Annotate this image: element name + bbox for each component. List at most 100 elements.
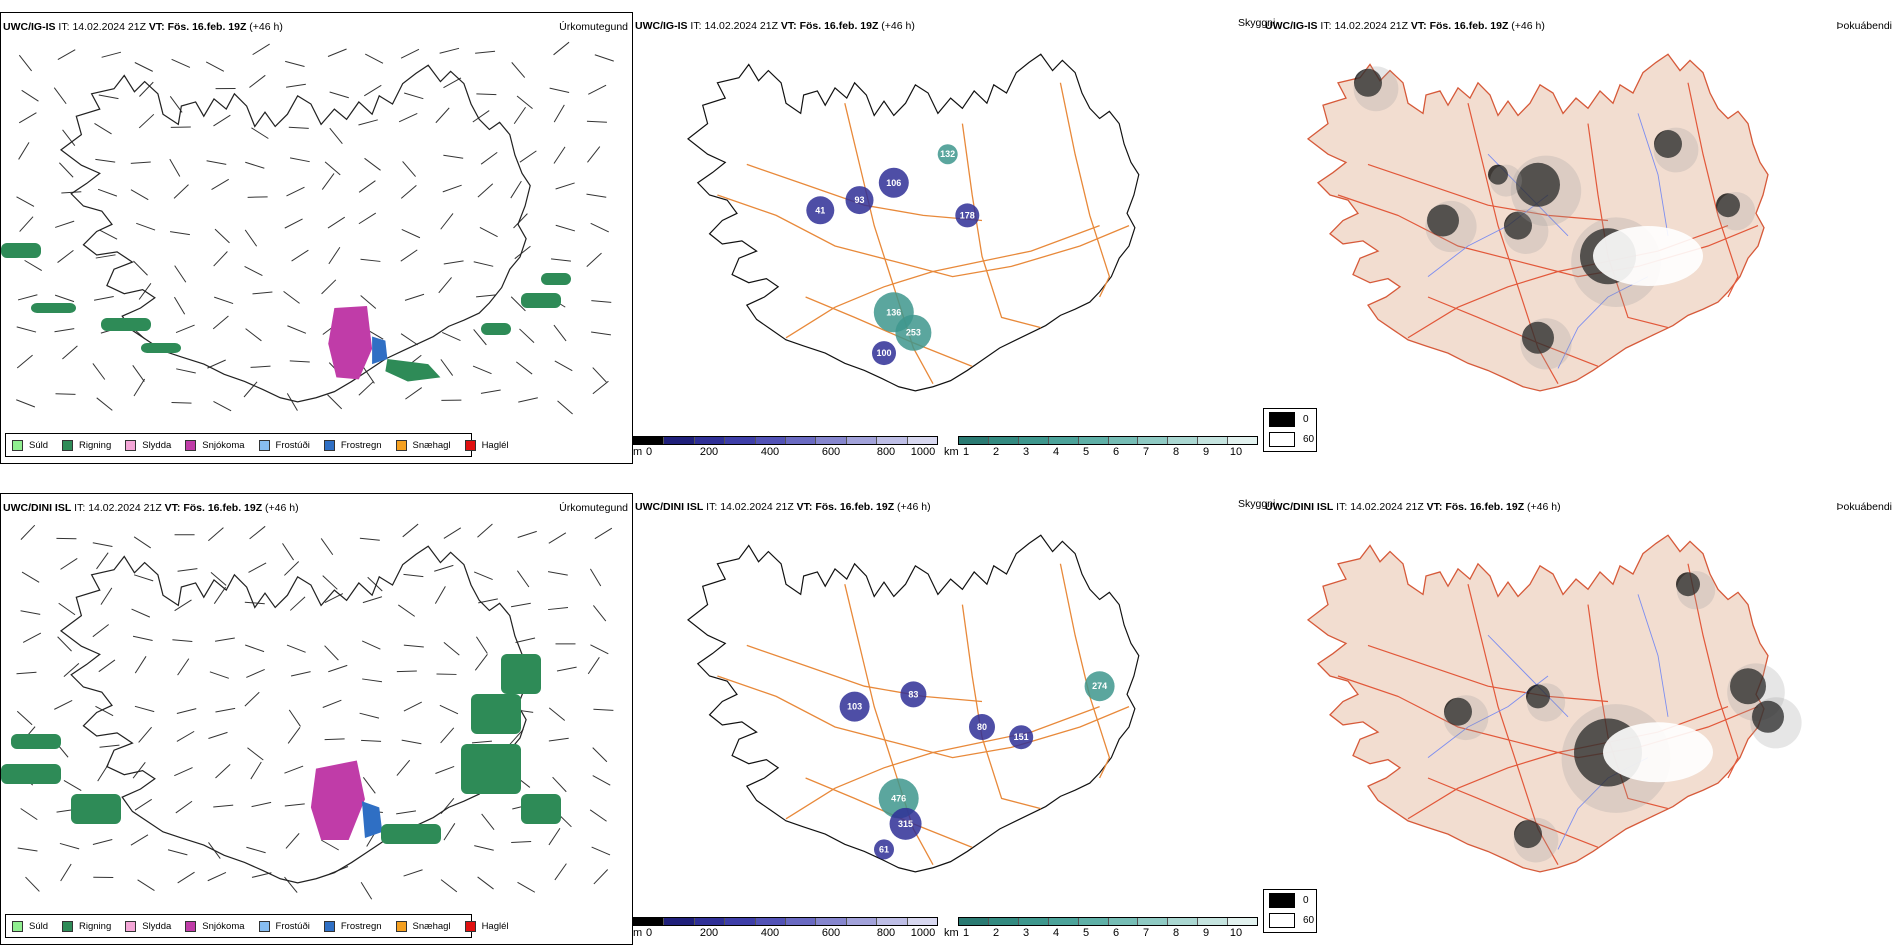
colorbar-tick: 2 — [992, 927, 1000, 939]
wind-barb — [477, 183, 494, 198]
legend-item: Haglél — [464, 920, 509, 932]
wind-barb — [60, 863, 72, 882]
fog-halo — [1520, 318, 1572, 370]
wind-barb — [327, 394, 343, 410]
wind-barb — [284, 765, 304, 774]
fog-halo — [1353, 66, 1399, 112]
wind-barb — [132, 761, 146, 779]
panel-title: Þokuábendi — [1836, 501, 1892, 513]
wind-barb — [358, 381, 374, 396]
wind-barb — [475, 50, 496, 54]
wind-barb — [360, 258, 381, 262]
legend-swatch — [62, 439, 74, 451]
road-line — [717, 675, 1130, 759]
visibility-label: 100 — [876, 348, 891, 358]
fog-legend: 0 60 — [1263, 889, 1317, 933]
wind-barb — [290, 671, 311, 677]
wind-barb — [361, 640, 381, 650]
colorbar-tick: 1 — [962, 927, 970, 939]
wind-barb — [175, 324, 195, 334]
wind-barb — [251, 127, 269, 139]
legend-swatch — [12, 920, 23, 932]
wind-barb — [167, 849, 188, 856]
wind-barb — [208, 527, 224, 542]
wind-barb — [174, 767, 193, 777]
wind-barb — [95, 705, 114, 717]
wind-barb — [590, 644, 609, 655]
wind-barb — [548, 737, 569, 742]
wind-barb — [288, 709, 301, 727]
wind-barb — [440, 727, 455, 744]
colorbar-unit: km — [944, 927, 959, 939]
wind-barb — [214, 637, 235, 642]
precip-area — [310, 760, 365, 840]
wind-barb — [177, 871, 195, 884]
wind-barb — [176, 708, 197, 714]
legend-swatch — [12, 439, 23, 451]
wind-barb — [367, 576, 383, 592]
wind-barb — [176, 730, 195, 742]
colorbar-tick: 8 — [1172, 446, 1180, 458]
wind-barb — [286, 393, 298, 411]
colorbar-tick: 400 — [760, 927, 780, 939]
wind-barb — [557, 400, 573, 415]
colorbar-tick: 1000 — [910, 446, 936, 458]
colorbar-tick: 8 — [1172, 927, 1180, 939]
wind-barb — [403, 869, 423, 877]
wind-barb — [514, 245, 531, 260]
wind-barb — [440, 359, 454, 376]
wind-barb — [170, 231, 190, 236]
wind-barb — [511, 840, 532, 844]
panel-header: UWC/IG-IS IT: 14.02.2024 21Z VT: Fös. 16… — [3, 21, 283, 33]
wind-barb — [591, 300, 612, 303]
precip-area — [328, 305, 373, 380]
visibility-area — [895, 314, 932, 351]
wind-barb — [177, 568, 198, 572]
wind-barb — [401, 228, 421, 239]
fog-halo — [1443, 695, 1489, 741]
wind-barb — [480, 389, 501, 394]
wind-barb — [169, 158, 181, 177]
wind-barb — [92, 363, 106, 380]
fog-panel-dini: UWC/DINI ISL IT: 14.02.2024 21Z VT: Fös.… — [1263, 493, 1900, 945]
panel-header: UWC/IG-IS IT: 14.02.2024 21Z VT: Fös. 16… — [635, 20, 915, 32]
wind-barb — [246, 669, 265, 678]
panel-header: UWC/DINI ISL IT: 14.02.2024 21Z VT: Fös.… — [3, 502, 299, 514]
wind-barb — [139, 81, 154, 97]
fog-area — [1354, 68, 1382, 97]
wind-barb — [63, 662, 80, 677]
panel-header: UWC/IG-IS IT: 14.02.2024 21Z VT: Fös. 16… — [1265, 20, 1545, 32]
wind-barb — [287, 726, 301, 744]
wind-barb — [176, 368, 196, 374]
panel-title: Úrkomutegund — [559, 502, 628, 514]
panel-header: UWC/DINI ISL IT: 14.02.2024 21Z VT: Fös.… — [635, 501, 931, 513]
wind-barb — [175, 800, 193, 814]
visibility-area — [845, 186, 874, 215]
wind-barb — [58, 602, 76, 616]
wind-barb — [57, 636, 72, 652]
fog-halo — [1676, 571, 1716, 610]
wind-barb — [130, 834, 149, 846]
wind-barb — [328, 664, 348, 673]
fog-area — [1522, 321, 1554, 354]
colorbar-tick: 6 — [1112, 927, 1120, 939]
wind-barb — [99, 229, 118, 240]
wind-barb — [516, 570, 530, 588]
road-line — [1367, 644, 1609, 703]
wind-barb — [54, 294, 75, 303]
colorbar-tick: 4 — [1052, 927, 1060, 939]
wind-barb — [554, 360, 573, 372]
iceland-outline — [687, 53, 1140, 392]
wind-barb — [213, 251, 228, 267]
wind-barb — [402, 161, 416, 177]
wind-barb — [134, 798, 153, 811]
wind-barb — [401, 739, 422, 745]
colorbar-unit: m — [633, 446, 643, 458]
wind-barb — [206, 160, 227, 165]
wind-barb — [362, 366, 375, 384]
wind-barb — [403, 573, 424, 578]
visibility-label: 106 — [886, 178, 901, 188]
glacier-area — [1593, 226, 1703, 286]
wind-barb — [358, 119, 378, 126]
wind-barb — [205, 61, 225, 72]
